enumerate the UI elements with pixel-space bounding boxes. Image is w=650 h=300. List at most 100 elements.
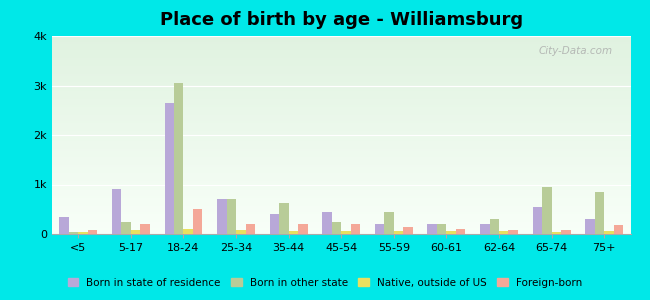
Bar xyxy=(52,145,630,147)
Bar xyxy=(52,111,630,113)
Bar xyxy=(480,224,489,234)
Bar xyxy=(52,50,630,52)
Bar xyxy=(52,133,630,135)
Bar xyxy=(52,36,630,38)
Bar xyxy=(614,225,623,234)
Bar xyxy=(52,105,630,107)
Bar xyxy=(52,99,630,101)
Bar xyxy=(561,230,571,234)
Bar xyxy=(52,214,630,216)
Bar xyxy=(499,231,508,234)
Bar xyxy=(52,220,630,222)
Bar xyxy=(52,72,630,74)
Bar xyxy=(52,208,630,210)
Bar xyxy=(183,229,193,234)
Bar xyxy=(52,177,630,178)
Bar xyxy=(52,147,630,149)
Bar xyxy=(52,68,630,70)
Bar xyxy=(52,194,630,196)
Bar xyxy=(52,42,630,44)
Bar xyxy=(52,64,630,66)
Bar xyxy=(52,198,630,200)
Bar xyxy=(52,157,630,159)
Bar xyxy=(52,143,630,145)
Bar xyxy=(52,131,630,133)
Bar xyxy=(69,232,78,234)
Bar xyxy=(52,89,630,92)
Bar xyxy=(585,219,595,234)
Bar xyxy=(52,40,630,42)
Bar xyxy=(112,190,122,234)
Bar xyxy=(351,224,360,234)
Bar xyxy=(341,231,351,234)
Bar xyxy=(52,163,630,165)
Bar xyxy=(52,224,630,226)
Bar xyxy=(52,80,630,82)
Bar xyxy=(52,171,630,172)
Bar xyxy=(52,48,630,50)
Bar xyxy=(508,230,518,234)
Bar xyxy=(52,46,630,48)
Bar xyxy=(140,224,150,234)
Bar xyxy=(52,192,630,194)
Bar xyxy=(52,74,630,76)
Bar xyxy=(52,62,630,64)
Bar xyxy=(52,159,630,161)
Bar xyxy=(52,58,630,60)
Bar xyxy=(52,137,630,139)
Bar xyxy=(122,222,131,234)
Bar xyxy=(52,222,630,224)
Bar xyxy=(52,172,630,175)
Bar xyxy=(52,155,630,157)
Bar xyxy=(52,119,630,121)
Bar xyxy=(289,231,298,234)
Bar xyxy=(52,149,630,151)
Bar xyxy=(489,219,499,234)
Bar xyxy=(52,182,630,184)
Bar xyxy=(52,175,630,177)
Bar xyxy=(270,214,280,234)
Bar xyxy=(52,54,630,56)
Bar xyxy=(447,231,456,234)
Bar xyxy=(52,127,630,129)
Bar xyxy=(394,231,403,234)
Bar xyxy=(437,224,447,234)
Bar xyxy=(193,209,202,234)
Bar xyxy=(552,232,561,234)
Text: City-Data.com: City-Data.com xyxy=(539,46,613,56)
Bar xyxy=(217,200,227,234)
Bar xyxy=(52,52,630,54)
Bar xyxy=(52,161,630,163)
Bar xyxy=(428,224,437,234)
Bar xyxy=(52,188,630,190)
Bar xyxy=(52,129,630,131)
Bar xyxy=(131,230,140,234)
Bar xyxy=(298,224,307,234)
Bar xyxy=(52,141,630,143)
Bar xyxy=(52,82,630,83)
Bar xyxy=(52,187,630,188)
Bar xyxy=(52,95,630,98)
Bar xyxy=(384,212,394,234)
Bar xyxy=(236,230,246,234)
Bar xyxy=(52,139,630,141)
Bar xyxy=(52,212,630,214)
Bar xyxy=(604,231,614,234)
Bar xyxy=(52,70,630,72)
Bar xyxy=(52,121,630,123)
Bar xyxy=(52,181,630,182)
Bar xyxy=(52,178,630,181)
Bar xyxy=(52,165,630,167)
Bar xyxy=(52,44,630,46)
Bar xyxy=(595,192,604,234)
Bar xyxy=(52,123,630,125)
Legend: Born in state of residence, Born in other state, Native, outside of US, Foreign-: Born in state of residence, Born in othe… xyxy=(64,274,586,292)
Bar xyxy=(52,206,630,208)
Bar xyxy=(52,101,630,103)
Bar xyxy=(52,66,630,68)
Bar xyxy=(227,200,236,234)
Bar xyxy=(52,169,630,171)
Bar xyxy=(52,78,630,80)
Bar xyxy=(52,153,630,155)
Bar xyxy=(52,228,630,230)
